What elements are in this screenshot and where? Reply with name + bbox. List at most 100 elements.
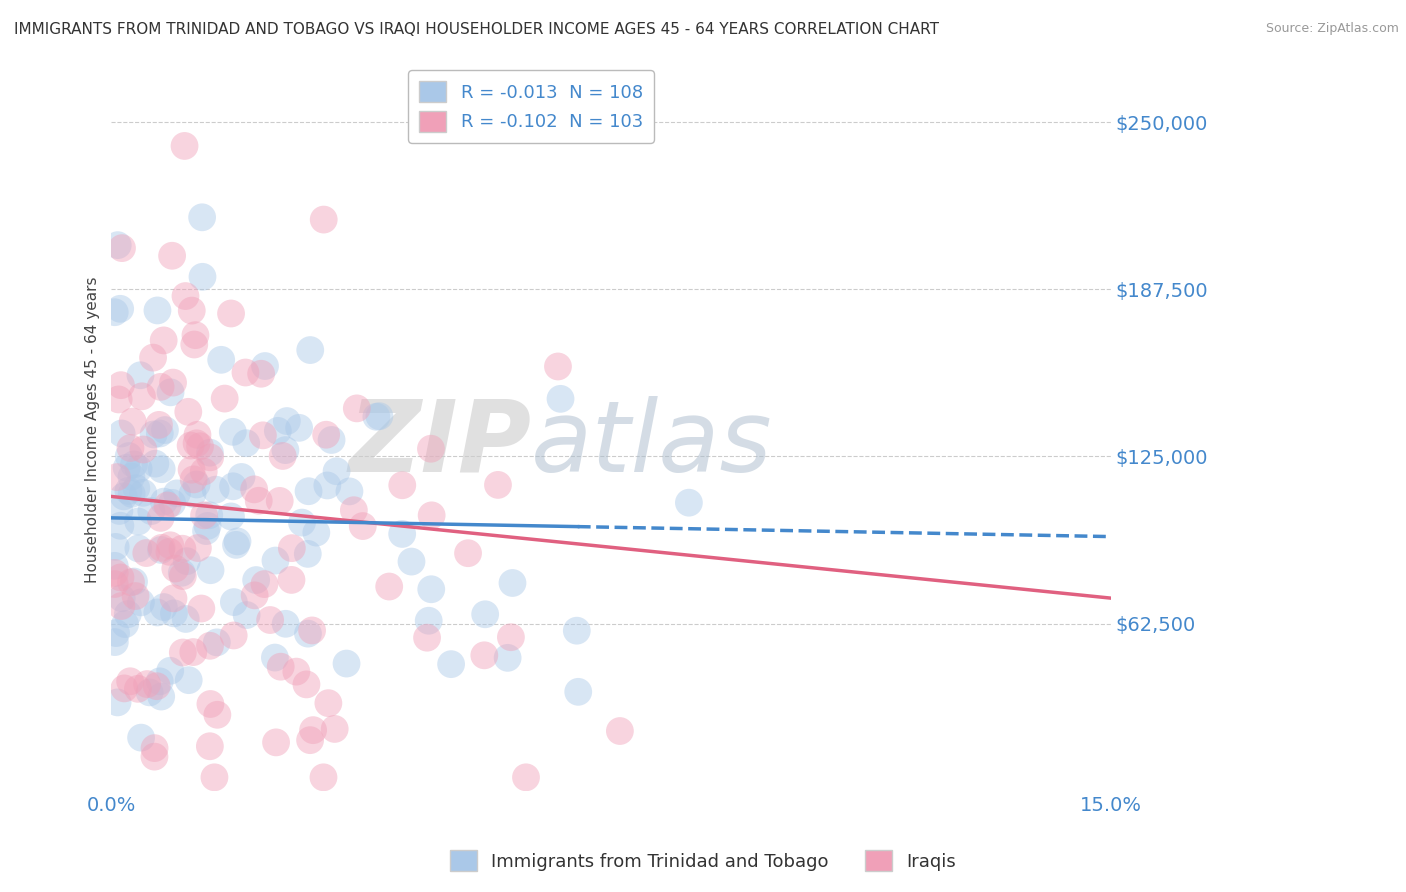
Point — [391, 478, 413, 492]
Point — [174, 289, 197, 303]
Point — [156, 499, 179, 513]
Point — [153, 600, 176, 615]
Point — [162, 591, 184, 606]
Point — [181, 487, 204, 501]
Point — [152, 334, 174, 348]
Point — [129, 368, 152, 383]
Point — [108, 504, 131, 518]
Point — [235, 436, 257, 450]
Point — [219, 306, 242, 320]
Point — [122, 458, 145, 472]
Point — [172, 569, 194, 583]
Point — [219, 509, 242, 524]
Point — [323, 722, 346, 736]
Point — [226, 534, 249, 549]
Point — [250, 367, 273, 381]
Point — [159, 664, 181, 678]
Point — [274, 616, 297, 631]
Point — [343, 503, 366, 517]
Point — [177, 673, 200, 688]
Point — [472, 648, 495, 663]
Point — [145, 679, 167, 693]
Point — [150, 462, 173, 476]
Point — [183, 337, 205, 351]
Point — [105, 470, 128, 484]
Point — [270, 659, 292, 673]
Point — [160, 496, 183, 510]
Point — [198, 508, 221, 523]
Point — [183, 472, 205, 486]
Point — [112, 489, 135, 503]
Point — [136, 677, 159, 691]
Point — [153, 494, 176, 508]
Point — [204, 483, 226, 497]
Point — [352, 519, 374, 533]
Point — [325, 464, 347, 478]
Point — [148, 417, 170, 432]
Point — [420, 582, 443, 597]
Point — [547, 359, 569, 374]
Point — [142, 351, 165, 365]
Point — [104, 566, 127, 580]
Point — [245, 573, 267, 587]
Point — [550, 392, 572, 406]
Point — [368, 409, 391, 424]
Point — [312, 770, 335, 784]
Point — [214, 392, 236, 406]
Point — [122, 574, 145, 589]
Point — [299, 733, 322, 747]
Point — [180, 439, 202, 453]
Point — [335, 657, 357, 671]
Point — [104, 540, 127, 554]
Point — [107, 238, 129, 252]
Point — [159, 538, 181, 552]
Point — [117, 483, 139, 498]
Point — [149, 380, 172, 394]
Point — [186, 436, 208, 450]
Point — [197, 519, 219, 533]
Point — [198, 739, 221, 754]
Point — [117, 607, 139, 621]
Point — [108, 301, 131, 316]
Point — [297, 547, 319, 561]
Point — [110, 599, 132, 613]
Point — [104, 558, 127, 573]
Text: ZIP: ZIP — [349, 395, 531, 492]
Point — [174, 612, 197, 626]
Point — [146, 303, 169, 318]
Point — [115, 460, 138, 475]
Point — [339, 484, 361, 499]
Point — [129, 595, 152, 609]
Point — [143, 749, 166, 764]
Point — [295, 677, 318, 691]
Point — [110, 378, 132, 392]
Point — [299, 343, 322, 357]
Point — [118, 449, 141, 463]
Point — [131, 389, 153, 403]
Point — [198, 639, 221, 653]
Point — [312, 212, 335, 227]
Point — [142, 427, 165, 442]
Point — [157, 545, 180, 559]
Point — [301, 624, 323, 638]
Point — [172, 646, 194, 660]
Point — [150, 690, 173, 704]
Point — [141, 504, 163, 518]
Point — [264, 735, 287, 749]
Text: atlas: atlas — [531, 395, 773, 492]
Point — [247, 493, 270, 508]
Point — [187, 541, 209, 555]
Point — [200, 563, 222, 577]
Point — [111, 241, 134, 255]
Point — [138, 685, 160, 699]
Point — [420, 508, 443, 523]
Point — [440, 657, 463, 672]
Point — [125, 481, 148, 495]
Point — [124, 589, 146, 603]
Point — [173, 139, 195, 153]
Point — [204, 770, 226, 784]
Point — [180, 463, 202, 477]
Point — [222, 425, 245, 439]
Point — [264, 650, 287, 665]
Point — [146, 606, 169, 620]
